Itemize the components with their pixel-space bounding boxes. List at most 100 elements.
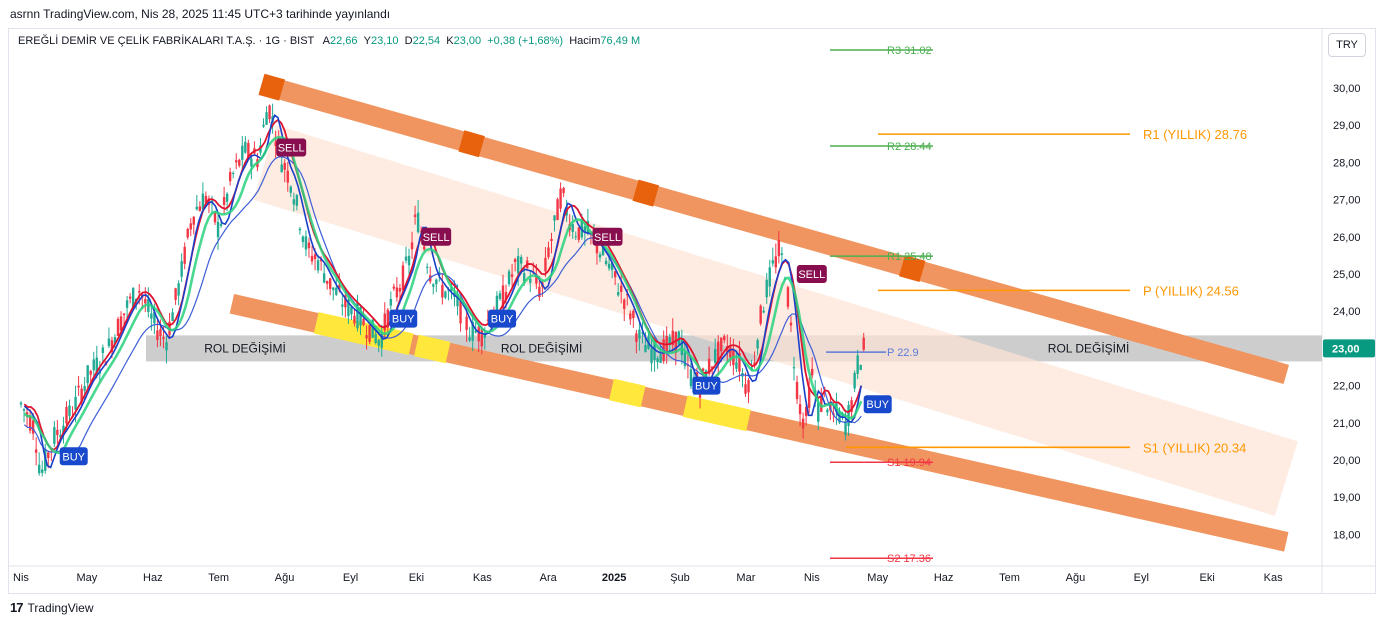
candle-body: [483, 332, 487, 338]
symbol-header: EREĞLİ DEMİR VE ÇELİK FABRİKALARI T.A.Ş.…: [18, 35, 640, 47]
time-axis-tick: Tem: [208, 572, 229, 584]
price-axis-tick: 28,00: [1333, 157, 1361, 169]
candle-body: [480, 328, 483, 347]
candle-body: [80, 388, 83, 403]
candle-body: [426, 266, 429, 268]
candle-body: [801, 418, 805, 429]
candle-body: [495, 295, 499, 315]
close-label: K: [446, 35, 454, 47]
candle-body: [626, 294, 629, 296]
signal-buy-badge[interactable]: [389, 309, 418, 328]
candle-body: [613, 271, 617, 278]
signal-buy-badge[interactable]: [863, 395, 892, 414]
signal-sell-label: SELL: [278, 143, 305, 155]
candle-body: [41, 469, 44, 473]
signal-buy-label: BUY: [491, 314, 514, 326]
candle-body: [795, 381, 799, 400]
signal-buy-label: BUY: [866, 399, 889, 411]
rol-degisimi-label: ROL DEĞİŞİMİ: [501, 340, 583, 355]
candle-body: [444, 291, 447, 298]
candle-body: [274, 141, 277, 147]
time-axis-tick: Kas: [1264, 572, 1283, 584]
candle-body: [571, 224, 574, 232]
candle-body: [286, 170, 289, 183]
candle-body: [262, 124, 265, 127]
candle-body: [304, 236, 308, 250]
time-axis-tick: Tem: [999, 572, 1020, 584]
candle-body: [238, 159, 241, 166]
inner-channel-band: [253, 125, 1298, 516]
candle-body: [119, 316, 123, 331]
candle-body: [786, 287, 790, 307]
candle-body: [474, 330, 477, 333]
candle-body: [601, 245, 605, 256]
time-axis-tick: Eyl: [343, 572, 358, 584]
signal-sell-badge[interactable]: [796, 265, 827, 283]
signal-buy-label: BUY: [392, 314, 415, 326]
candle-body: [159, 329, 162, 336]
candle-body: [701, 368, 705, 372]
candle-body: [259, 145, 262, 153]
candle-body: [810, 368, 814, 376]
candle-body: [435, 279, 438, 285]
lower-channel-support-zone: [609, 378, 646, 408]
candle-body: [113, 337, 117, 345]
signal-buy-badge[interactable]: [59, 447, 88, 466]
candle-body: [338, 285, 341, 290]
signal-buy-badge[interactable]: [488, 309, 517, 328]
candle-body: [374, 334, 377, 344]
candle-body: [538, 287, 541, 298]
candle-body: [307, 242, 311, 249]
candle-body: [804, 407, 808, 417]
candle-body: [768, 267, 771, 287]
signal-sell-badge[interactable]: [421, 227, 452, 246]
candle-body: [404, 256, 408, 261]
pivot-level-label: P 22.9: [887, 347, 919, 359]
price-axis-tick: 29,00: [1333, 120, 1361, 132]
candle-body: [244, 141, 247, 153]
candle-body: [623, 299, 626, 310]
time-axis-tick: Mar: [736, 572, 755, 584]
symbol-name[interactable]: EREĞLİ DEMİR VE ÇELİK FABRİKALARI T.A.Ş.…: [18, 35, 315, 47]
candle-body: [774, 256, 778, 268]
candle-body: [635, 333, 638, 342]
price-axis-tick: 20,00: [1333, 455, 1361, 467]
time-axis-tick: Eki: [1200, 572, 1215, 584]
candle-body: [180, 261, 183, 277]
candle-body: [198, 206, 202, 212]
tradingview-logo-icon: 17: [10, 600, 24, 615]
candle-body: [441, 284, 444, 298]
candle-body: [89, 370, 92, 375]
candle-body: [59, 435, 62, 438]
last-price-label: 23,00: [1332, 343, 1360, 355]
candle-body: [316, 260, 320, 271]
currency-button[interactable]: TRY: [1328, 33, 1366, 57]
upper-channel-marker: [258, 73, 286, 101]
yearly-level-label: P (YILLIK) 24.56: [1143, 283, 1239, 298]
candle-body: [389, 298, 393, 306]
candle-body: [150, 313, 153, 319]
candle-body: [62, 425, 65, 436]
signal-buy-badge[interactable]: [692, 376, 721, 395]
candle-body: [28, 415, 32, 431]
low-value: 22,54: [412, 35, 441, 47]
candle-body: [559, 188, 562, 209]
lower-channel-support-zone: [413, 334, 451, 364]
signal-sell-badge[interactable]: [592, 227, 623, 246]
upper-channel-band: [258, 74, 1290, 385]
candle-body: [213, 212, 217, 223]
candle-body: [853, 372, 856, 389]
candle-body: [723, 336, 726, 341]
time-axis-tick: Ağu: [275, 572, 295, 584]
candle-body: [153, 311, 156, 324]
time-axis-tick: Nis: [13, 572, 29, 584]
candle-body: [216, 221, 220, 238]
candle-body: [771, 260, 774, 264]
candle-body: [371, 319, 374, 338]
candle-body: [504, 292, 508, 301]
candle-body: [329, 278, 332, 289]
candle-body: [744, 384, 747, 394]
signal-sell-badge[interactable]: [276, 138, 307, 157]
upper-channel-marker: [899, 255, 926, 283]
